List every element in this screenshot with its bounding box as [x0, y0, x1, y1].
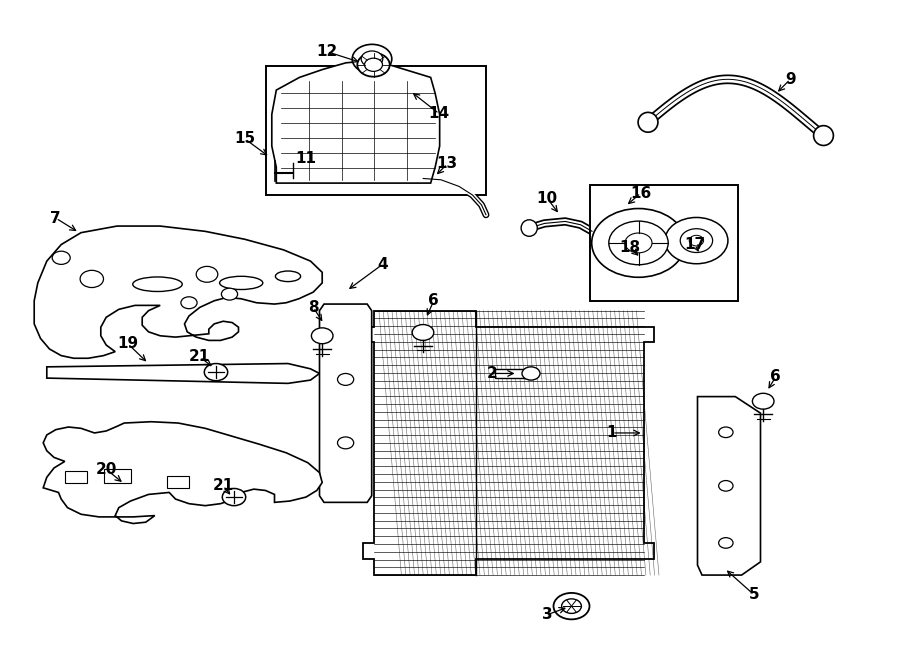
Polygon shape [363, 311, 654, 575]
Ellipse shape [638, 112, 658, 132]
Circle shape [181, 297, 197, 309]
Circle shape [338, 373, 354, 385]
Circle shape [752, 393, 774, 409]
Circle shape [222, 488, 246, 506]
Circle shape [718, 481, 734, 491]
Circle shape [562, 599, 581, 613]
Text: 20: 20 [95, 462, 117, 477]
Polygon shape [272, 61, 439, 183]
Text: 21: 21 [212, 479, 234, 493]
Circle shape [665, 217, 728, 264]
Ellipse shape [521, 219, 537, 236]
Circle shape [718, 537, 734, 548]
Circle shape [221, 288, 238, 300]
Polygon shape [698, 397, 760, 575]
Text: 21: 21 [189, 350, 211, 364]
Circle shape [80, 270, 104, 288]
Bar [166, 476, 189, 488]
Bar [363, 59, 381, 68]
Ellipse shape [220, 276, 263, 290]
Text: 11: 11 [295, 151, 317, 166]
Circle shape [625, 233, 652, 253]
Circle shape [591, 208, 685, 278]
Circle shape [364, 58, 382, 71]
Text: 15: 15 [234, 132, 256, 146]
Polygon shape [43, 422, 322, 524]
Polygon shape [320, 304, 372, 502]
Text: 12: 12 [316, 44, 338, 59]
Text: 14: 14 [428, 106, 450, 121]
Circle shape [718, 427, 734, 438]
Circle shape [352, 44, 392, 73]
Circle shape [311, 328, 333, 344]
Text: 16: 16 [630, 186, 652, 200]
Text: 19: 19 [117, 336, 139, 351]
Bar [495, 369, 527, 378]
Circle shape [204, 364, 228, 381]
Ellipse shape [275, 271, 301, 282]
Polygon shape [34, 226, 322, 358]
Text: 7: 7 [50, 211, 61, 225]
Polygon shape [47, 364, 320, 383]
Bar [65, 471, 87, 483]
Text: 9: 9 [785, 72, 796, 87]
Text: 8: 8 [308, 300, 319, 315]
Text: 13: 13 [436, 157, 458, 171]
Circle shape [52, 251, 70, 264]
Circle shape [608, 221, 668, 264]
Text: 5: 5 [749, 588, 760, 602]
Text: 4: 4 [377, 257, 388, 272]
Text: 1: 1 [607, 426, 617, 440]
Text: 6: 6 [770, 369, 781, 384]
Circle shape [689, 235, 704, 246]
Text: 2: 2 [487, 366, 498, 381]
Ellipse shape [133, 277, 182, 292]
Bar [266, 66, 486, 195]
Circle shape [412, 325, 434, 340]
Text: 6: 6 [428, 293, 439, 308]
Circle shape [196, 266, 218, 282]
Circle shape [361, 51, 382, 67]
Text: 17: 17 [684, 237, 706, 252]
Circle shape [522, 367, 540, 380]
Circle shape [680, 229, 713, 253]
Text: 10: 10 [536, 191, 558, 206]
Text: 3: 3 [542, 607, 553, 622]
Circle shape [357, 53, 390, 77]
Circle shape [338, 437, 354, 449]
Circle shape [554, 593, 590, 619]
Ellipse shape [814, 126, 833, 145]
Text: 18: 18 [619, 241, 641, 255]
Bar [104, 469, 130, 483]
Bar [590, 185, 738, 301]
